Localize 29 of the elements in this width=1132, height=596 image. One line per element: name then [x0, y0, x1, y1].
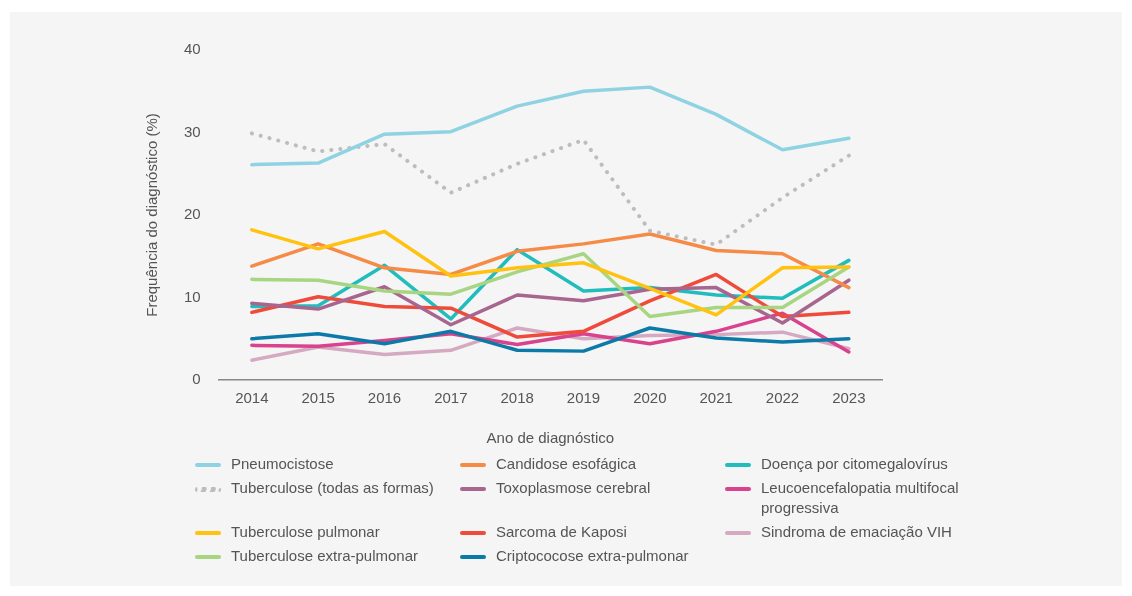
x-tick-label: 2021	[699, 389, 733, 407]
x-tick-label: 2018	[500, 389, 534, 407]
x-tick-label: 2020	[633, 389, 667, 407]
legend-label: Tuberculose extra-pulmonar	[231, 546, 419, 566]
legend-label: Sarcoma de Kaposi	[496, 522, 627, 542]
x-tick-label: 2023	[832, 389, 866, 407]
y-tick-label: 40	[184, 40, 201, 58]
x-axis-title: Ano de diagnóstico	[486, 429, 615, 447]
x-tick-label: 2019	[566, 389, 601, 407]
x-tick-label: 2015	[301, 389, 335, 407]
legend-label: Doença por citomegalovírus	[761, 454, 948, 474]
x-tick-label: 2017	[434, 389, 468, 407]
legend-label: Pneumocistose	[231, 454, 334, 474]
x-tick-label: 2022	[765, 389, 800, 407]
y-tick-label: 10	[184, 287, 201, 305]
x-tick-label: 2014	[235, 389, 269, 407]
legend-label: Toxoplasmose cerebral	[496, 478, 651, 498]
legend-label: Criptococose extra-pulmonar	[496, 546, 689, 566]
legend-label: Tuberculose (todas as formas)	[231, 478, 434, 498]
legend-label: Leucoencefalopatia multifocal progressiva	[761, 478, 960, 518]
y-tick-label: 0	[192, 370, 201, 388]
y-tick-label: 20	[184, 205, 201, 223]
legend-label: Candidose esofágica	[496, 454, 637, 474]
line-series	[249, 131, 851, 247]
legend-label: Sindroma de emaciação VIH	[761, 522, 952, 542]
x-tick-label: 2016	[367, 389, 402, 407]
legend-label: Tuberculose pulmonar	[231, 522, 380, 542]
y-axis-title: Frequência do diagnóstico (%)	[143, 113, 161, 317]
y-tick-label: 30	[184, 122, 201, 140]
